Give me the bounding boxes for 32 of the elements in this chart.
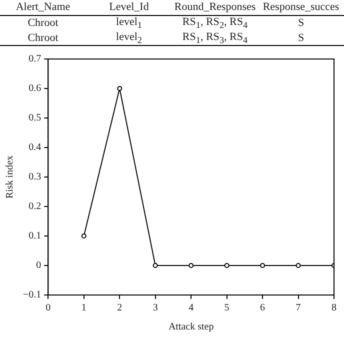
y-tick-label: 0.2 xyxy=(28,201,42,212)
text: RS$_{1}$, RS$_{2}$, RS$_{4}$ xyxy=(181,15,249,30)
y-tick-label: 0.4 xyxy=(28,142,42,154)
text: Alert_Name xyxy=(0,0,86,16)
x-tick-label: 3 xyxy=(152,302,158,314)
y-tick-label: 0.3 xyxy=(28,172,42,183)
y-tick-label: 0.1 xyxy=(28,230,42,242)
text: S xyxy=(258,30,344,46)
y-tick-label: 0 xyxy=(36,260,42,272)
y-tick-label: 0.7 xyxy=(28,54,42,65)
y-tick-label: −0.1 xyxy=(23,290,42,301)
text: Level_Id xyxy=(86,0,172,16)
text: level$_{2}$ xyxy=(86,30,172,46)
x-tick-label: 1 xyxy=(81,302,86,314)
x-tick-label: 5 xyxy=(224,302,230,314)
text: Response_succes xyxy=(258,0,344,16)
y-axis-title: Risk index xyxy=(4,155,16,199)
x-tick-label: 2 xyxy=(117,302,122,314)
text: Round_Responses xyxy=(172,0,258,16)
text: RS$_{1}$, RS$_{3}$, RS$_{4}$ xyxy=(172,30,258,46)
text: level$_{1}$ xyxy=(115,15,143,30)
y-tick-label: 0.6 xyxy=(28,83,42,94)
x-tick-label: 8 xyxy=(332,302,336,314)
x-tick-label: 4 xyxy=(188,302,194,314)
x-tick-label: 7 xyxy=(296,302,301,314)
x-tick-label: 0 xyxy=(46,302,51,314)
text: Chroot xyxy=(0,30,86,46)
x-axis-title: Attack step xyxy=(168,322,214,333)
x-tick-label: 6 xyxy=(260,302,266,314)
text: Chroot xyxy=(26,16,60,30)
text: S xyxy=(296,16,306,30)
y-tick-label: 0.5 xyxy=(28,112,42,124)
